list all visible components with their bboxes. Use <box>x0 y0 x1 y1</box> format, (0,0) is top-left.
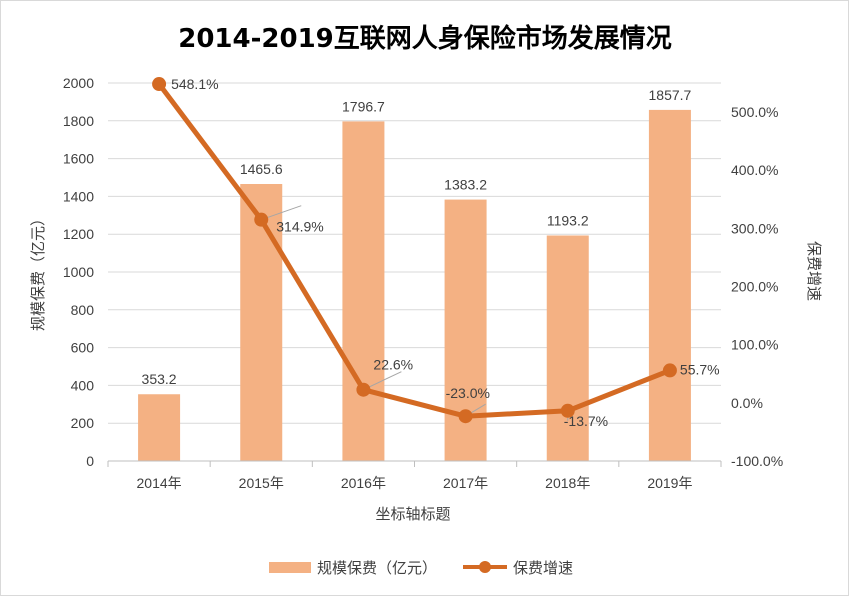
y-tick-label: 2000 <box>63 75 94 91</box>
y2-tick-label: -100.0% <box>731 453 783 469</box>
legend-label-bar: 规模保费（亿元） <box>317 559 437 577</box>
x-tick-label: 2019年 <box>647 475 692 491</box>
y-tick-label: 1800 <box>63 113 94 129</box>
y-tick-label: 1000 <box>63 264 94 280</box>
y-tick-label: 600 <box>71 340 95 356</box>
label-leader <box>363 371 402 391</box>
x-tick-label: 2014年 <box>137 475 182 491</box>
bar <box>648 109 691 461</box>
bar-data-label: 353.2 <box>142 371 177 387</box>
x-tick-label: 2016年 <box>341 475 386 491</box>
bar-data-label: 1383.2 <box>444 177 487 193</box>
gridlines <box>108 82 721 462</box>
y-tick-label: 0 <box>86 453 94 469</box>
line-data-label: -13.7% <box>564 413 608 429</box>
axes: 0 200 400 600 800 1000 1200 1400 1600 1800 2000 -10… <box>63 75 783 491</box>
legend-swatch-marker <box>479 561 491 573</box>
y2-tick-label: 400.0% <box>731 162 778 178</box>
line-marker <box>662 363 677 378</box>
line-marker <box>152 77 167 92</box>
label-leader <box>261 205 302 221</box>
y-tick-label: 400 <box>71 377 95 393</box>
line-data-label: 22.6% <box>373 357 413 373</box>
y2-tick-label: 300.0% <box>731 220 778 236</box>
y-tick-label: 1600 <box>63 151 94 167</box>
y2-tick-label: 0.0% <box>731 395 763 411</box>
line-marker <box>254 212 269 227</box>
line-marker <box>560 403 575 418</box>
y2-tick-label: 100.0% <box>731 337 778 353</box>
legend-swatch-bar <box>269 562 311 573</box>
bar <box>342 121 385 461</box>
line-data-label: 55.7% <box>680 361 720 377</box>
line-marker <box>458 409 473 424</box>
y2-axis-title: 保费增速 <box>805 241 823 301</box>
label-leader-lines <box>261 205 569 421</box>
y-tick-label: 1400 <box>63 188 94 204</box>
bar <box>138 394 181 461</box>
y-tick-label: 200 <box>71 415 95 431</box>
bar-data-label: 1465.6 <box>240 161 283 177</box>
line-marker <box>356 382 371 397</box>
line-data-label: -23.0% <box>446 385 490 401</box>
bar <box>240 184 283 462</box>
growth-line <box>157 82 671 419</box>
x-axis-title: 坐标轴标题 <box>375 505 450 523</box>
bar-data-label: 1796.7 <box>342 98 385 114</box>
chart-title: 2014-2019互联网人身保险市场发展情况 <box>178 23 672 54</box>
bar-data-label: 1857.7 <box>649 87 692 103</box>
y-tick-label: 1200 <box>63 226 94 242</box>
bar <box>546 235 589 461</box>
x-tick-label: 2018年 <box>545 475 590 491</box>
data-labels: 353.2 1465.6 1796.7 1383.2 1193.2 1857.7 548.1… <box>142 76 720 429</box>
x-tick-label: 2015年 <box>239 475 284 491</box>
y2-tick-label: 500.0% <box>731 104 778 120</box>
bar-data-label: 1193.2 <box>547 212 589 228</box>
line-data-label: 314.9% <box>276 219 323 235</box>
line-series <box>152 77 677 424</box>
y2-tick-label: 200.0% <box>731 279 778 295</box>
y-tick-label: 800 <box>71 302 95 318</box>
legend: 规模保费（亿元） 保费增速 <box>269 559 573 577</box>
legend-label-line: 保费增速 <box>513 559 573 577</box>
y-axis-title: 规模保费（亿元） <box>29 211 47 331</box>
line-data-label: 548.1% <box>171 76 218 92</box>
x-tick-label: 2017年 <box>443 475 488 491</box>
